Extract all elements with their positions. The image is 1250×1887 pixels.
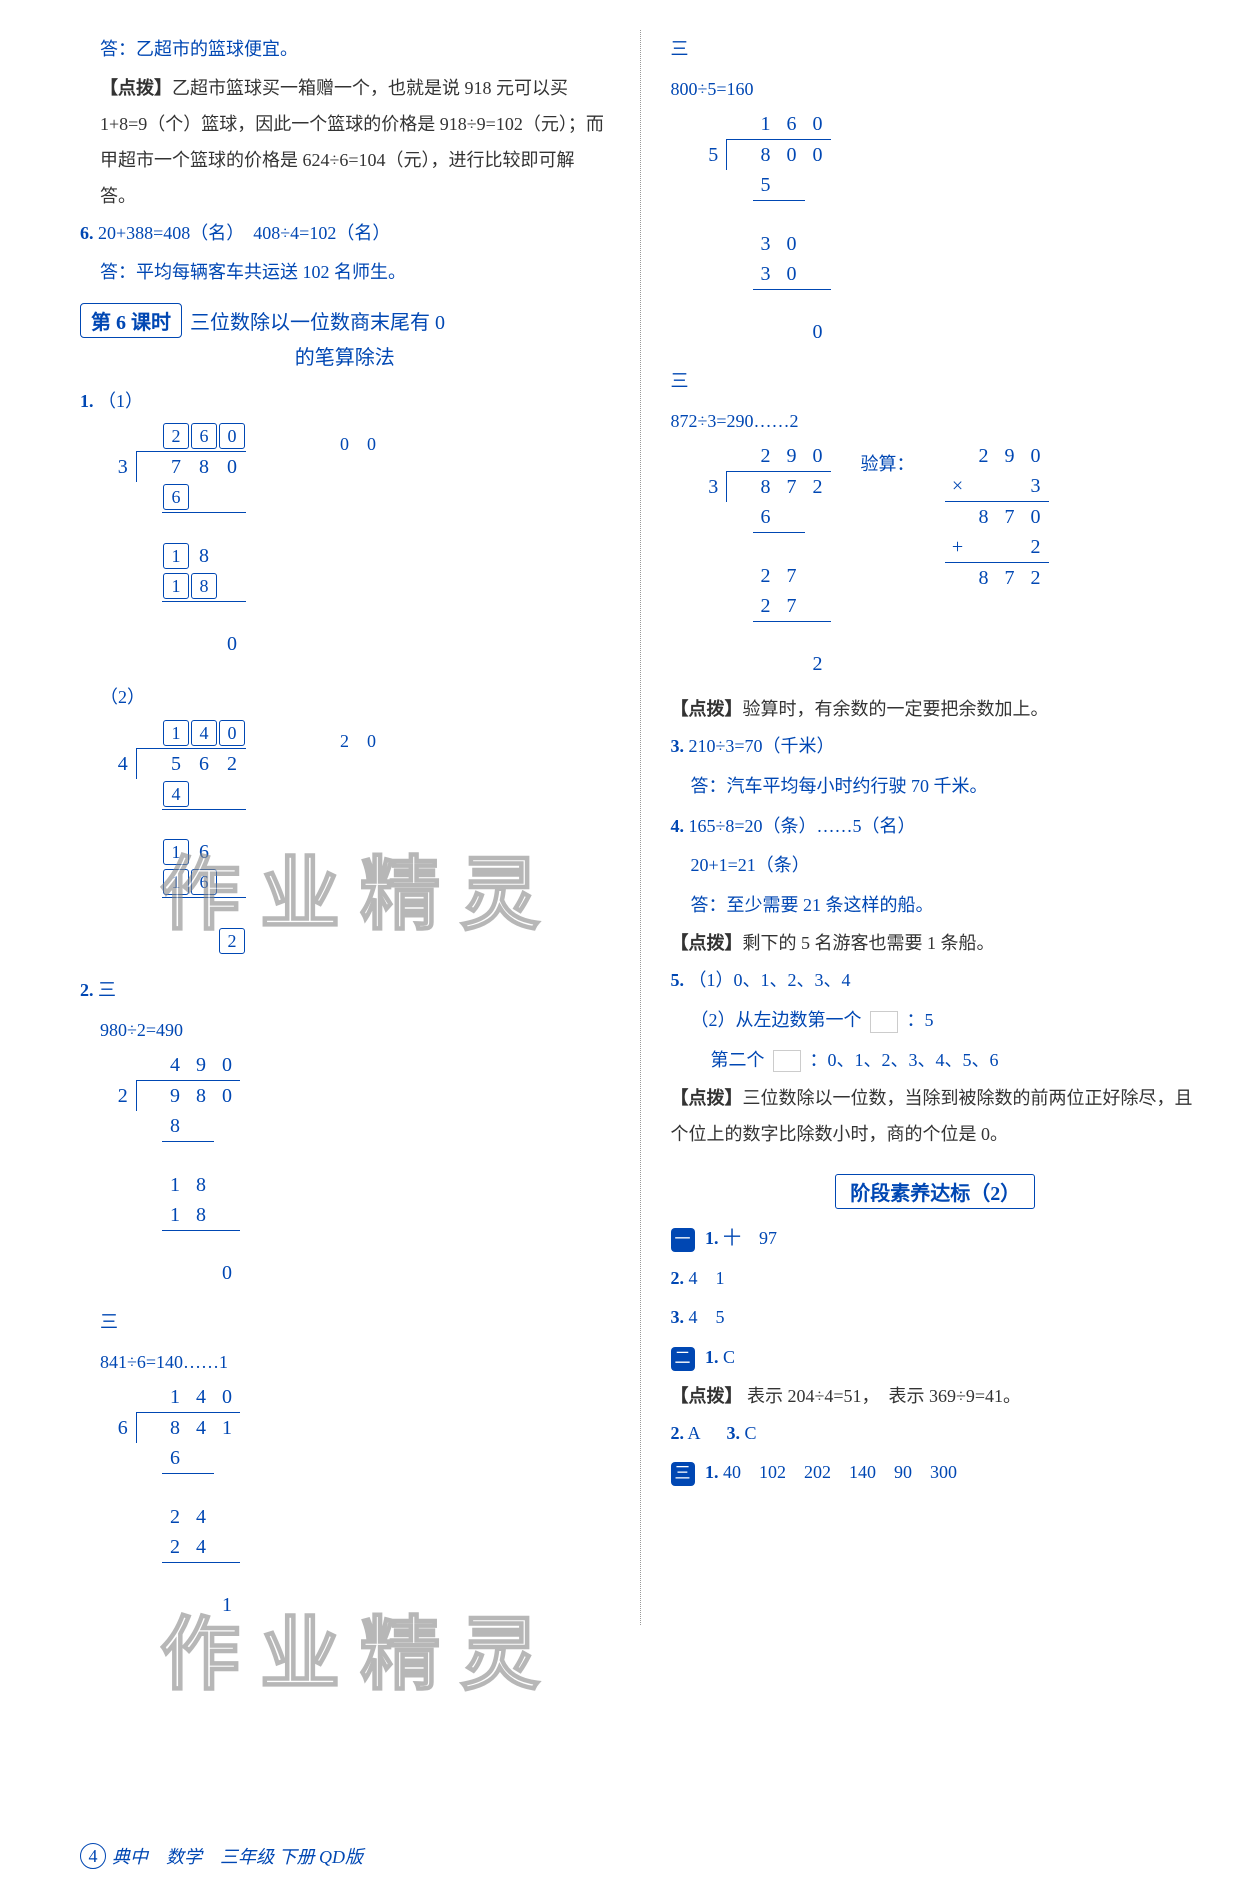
q1-num: 1.	[80, 391, 94, 411]
q3-num: 3.	[671, 736, 685, 756]
r-eq2: 872÷3=290……2	[671, 402, 1201, 442]
q1-2: （2）	[100, 687, 145, 707]
q5-1: （1）0、1、2、3、4	[689, 970, 851, 990]
q1-2-side: 2 0	[340, 722, 376, 762]
q6-ans: 答：平均每辆客车共运送 102 名师生。	[100, 253, 610, 293]
page-footer: 4 典中 数学 三年级 下册 QD版	[80, 1843, 363, 1869]
s1-3-num: 3.	[671, 1307, 685, 1327]
hint4-label: 【点拨】	[671, 933, 743, 953]
s1-3-ans: 4 5	[689, 1307, 725, 1327]
answer-1: 答：乙超市的篮球便宜。	[100, 30, 610, 70]
hint4: 剩下的 5 名游客也需要 1 条船。	[743, 933, 995, 953]
q2-label: 三	[98, 980, 116, 1000]
q5-2a-end: ：5	[907, 1010, 934, 1030]
hint2-label: 【点拨】	[671, 699, 743, 719]
long-division-1-1: 260 3780 6 18 18 0	[110, 421, 246, 659]
badge-3: 三	[671, 1462, 695, 1486]
q4-num: 4.	[671, 816, 685, 836]
q3-eq: 210÷3=70（千米）	[689, 736, 835, 756]
q3-ans: 答：汽车平均每小时约行驶 70 千米。	[691, 767, 1201, 807]
footer-text: 典中 数学 三年级 下册 QD版	[112, 1843, 363, 1869]
q2-label2: 三	[100, 1303, 610, 1343]
s2-1-num: 1.	[705, 1347, 719, 1367]
hint1-text: 乙超市篮球买一箱赠一个，也就是说 918 元可以买 1+8=9（个）篮球，因此一…	[100, 78, 604, 206]
lesson-header: 第 6 课时 三位数除以一位数商末尾有 0	[80, 303, 610, 338]
long-division-2-2: 140 6841 6 24 24 1	[110, 1382, 240, 1620]
s3-1-ans: 40 102 202 140 90 300	[723, 1462, 957, 1482]
q6-num: 6.	[80, 223, 94, 243]
hint-s2: 表示 204÷4=51， 表示 369÷9=41。	[743, 1386, 1022, 1406]
long-division-2-1: 490 2980 8 18 18 0	[110, 1050, 240, 1288]
s1-2-num: 2.	[671, 1268, 685, 1288]
r-check: 290 ×3 870 +2 872	[945, 441, 1049, 593]
s1-1-ans: 十 97	[723, 1228, 777, 1248]
blank-box-2	[773, 1050, 801, 1072]
q5-2a: （2）从左边数第一个	[691, 1010, 862, 1030]
q1-1-side: 0 0	[340, 425, 376, 465]
s1-1-num: 1.	[705, 1228, 719, 1248]
s1-2-ans: 4 1	[689, 1268, 725, 1288]
page-number: 4	[80, 1843, 106, 1869]
left-column: 答：乙超市的篮球便宜。 【点拨】乙超市篮球买一箱赠一个，也就是说 918 元可以…	[80, 30, 610, 1625]
lesson-title-a: 三位数除以一位数商末尾有 0	[190, 306, 445, 335]
column-divider	[640, 30, 641, 1625]
q4-eq1: 165÷8=20（条）……5（名）	[689, 816, 916, 836]
hint5: 三位数除以一位数，当除到被除数的前两位正好除尽，且个位上的数字比除数小时，商的个…	[671, 1088, 1193, 1144]
s2-2-ans: A	[688, 1423, 700, 1443]
hint1-label: 【点拨】	[100, 78, 172, 98]
r-lbl2: 三	[671, 362, 1201, 402]
s2-2-num: 2.	[671, 1423, 685, 1443]
badge-2: 二	[671, 1347, 695, 1371]
q2-eq1: 980÷2=490	[100, 1011, 610, 1051]
q4-ans: 答：至少需要 21 条这样的船。	[691, 886, 1201, 926]
s2-3-num: 3.	[727, 1423, 741, 1443]
r-lbl1: 三	[671, 30, 1201, 70]
hint2: 验算时，有余数的一定要把余数加上。	[743, 699, 1049, 719]
q1-1: （1）	[98, 391, 143, 411]
s2-1-ans: C	[723, 1347, 735, 1367]
blank-box-1	[870, 1011, 898, 1033]
section-header: 阶段素养达标（2）	[835, 1174, 1035, 1209]
q5-2b-end: ：0、1、2、3、4、5、6	[810, 1050, 999, 1070]
right-column: 三 800÷5=160 160 5800 5 30 30 0 三 872÷3=2…	[671, 30, 1201, 1625]
q2-eq2: 841÷6=140……1	[100, 1343, 610, 1383]
q2-num: 2.	[80, 980, 94, 1000]
s3-1-num: 1.	[705, 1462, 719, 1482]
hint5-label: 【点拨】	[671, 1088, 743, 1108]
hint-s2-label: 【点拨】	[671, 1386, 743, 1406]
q6-eq: 20+388=408（名） 408÷4=102（名）	[98, 223, 390, 243]
q4-eq2: 20+1=21（条）	[691, 846, 1201, 886]
long-division-1-2: 140 4562 4 16 16 2	[110, 718, 246, 956]
lesson-box: 第 6 课时	[80, 303, 182, 338]
q5-num: 5.	[671, 970, 685, 990]
badge-1: 一	[671, 1228, 695, 1252]
r-eq1: 800÷5=160	[671, 70, 1201, 110]
r-ld1: 160 5800 5 30 30 0	[701, 109, 831, 347]
q5-2b: 第二个	[711, 1050, 765, 1070]
s2-3-ans: C	[745, 1423, 757, 1443]
lesson-title-b: 的笔算除法	[80, 342, 610, 374]
check-label: 验算：	[861, 445, 915, 485]
r-ld2: 290 3872 6 27 27 2	[701, 441, 831, 679]
